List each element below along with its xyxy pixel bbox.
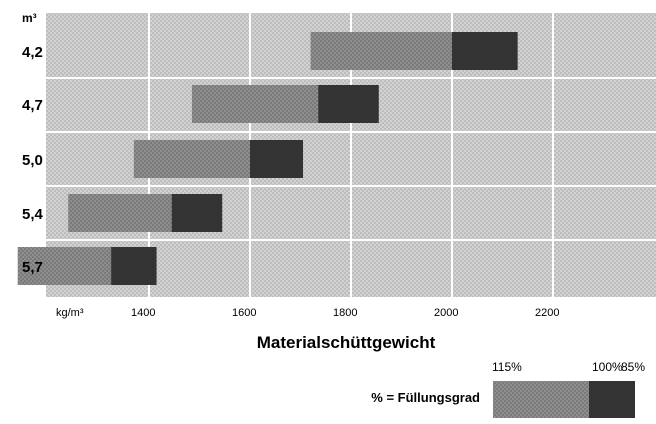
x-tick-label: 1800 [333, 307, 357, 319]
bar-segment-115 [17, 247, 112, 285]
bar-segment-100-85 [318, 85, 379, 123]
y-tick-label: 5,7 [22, 259, 43, 276]
bar-segment-100-85 [111, 247, 157, 285]
legend-label-115: 115% [492, 360, 522, 374]
y-tick-label: 4,7 [22, 97, 43, 114]
legend-label-85: 85% [621, 360, 645, 374]
bar-segment-100-85 [171, 194, 223, 232]
bars [17, 32, 518, 285]
x-tick-label: 1600 [232, 307, 256, 319]
legend-swatch-100-85 [589, 381, 635, 418]
legend-swatch-115 [493, 381, 589, 418]
y-tick-label: 4,2 [22, 44, 43, 61]
bar-segment-115 [191, 85, 319, 123]
bar-segment-115 [133, 140, 250, 178]
x-axis-title: Materialschüttgewicht [257, 333, 436, 352]
legend-caption: % = Füllungsgrad [371, 390, 480, 405]
x-tick-label: 2000 [434, 307, 458, 319]
bar-segment-100-85 [452, 32, 518, 70]
bar-segment-115 [68, 194, 172, 232]
legend: 115% 100% 85% % = Füllungsgrad [371, 360, 645, 418]
x-tick-label: 1400 [131, 307, 155, 319]
legend-label-100: 100% [592, 360, 623, 374]
y-unit-label: m³ [22, 11, 37, 25]
y-tick-labels: 4,2 4,7 5,0 5,4 5,7 [22, 44, 44, 276]
bar-segment-100-85 [250, 140, 304, 178]
x-unit-label: kg/m³ [56, 307, 84, 319]
x-tick-labels: 1400 1600 1800 2000 2200 [131, 307, 559, 319]
y-tick-label: 5,0 [22, 152, 43, 169]
y-tick-label: 5,4 [22, 206, 44, 223]
bar-segment-115 [310, 32, 452, 70]
x-tick-label: 2200 [535, 307, 559, 319]
